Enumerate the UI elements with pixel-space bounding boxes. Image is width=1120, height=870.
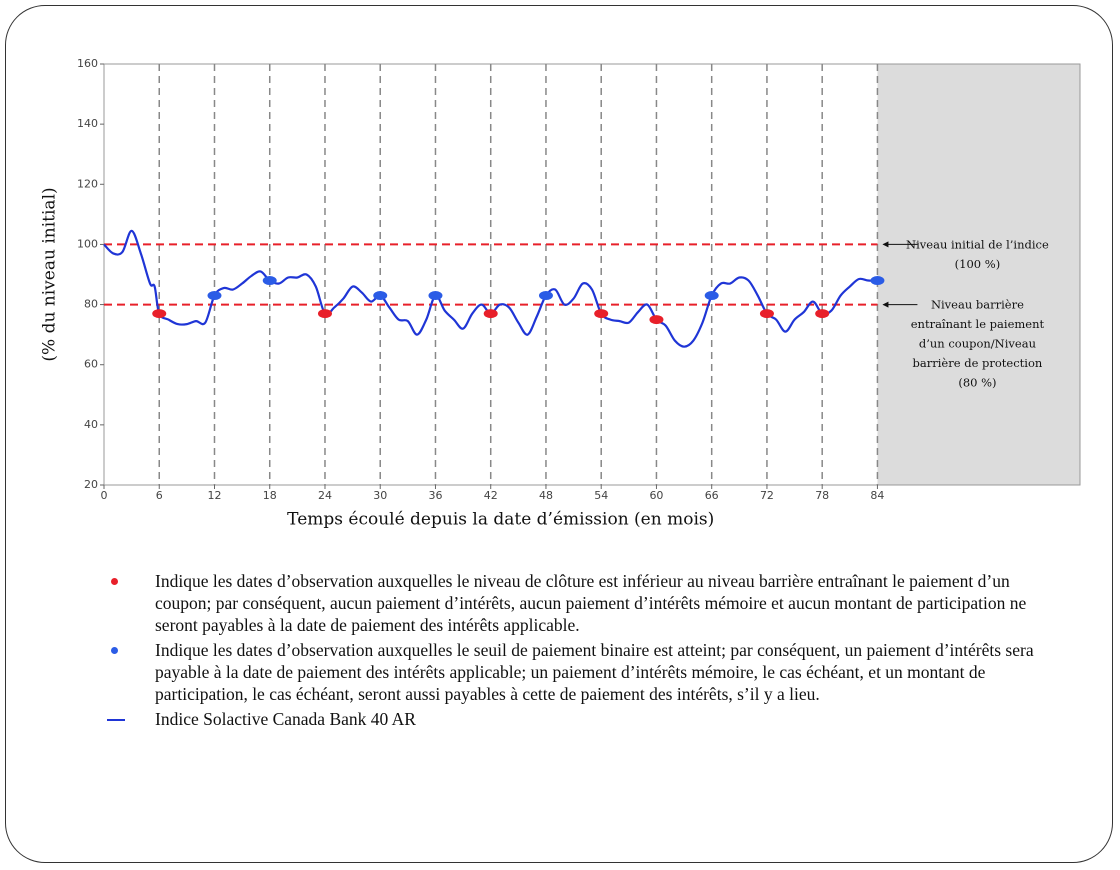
- plot-border: [103, 63, 1081, 486]
- legend-line: [107, 719, 125, 721]
- observation-marker: [152, 309, 167, 319]
- legend-bullet: [111, 578, 118, 585]
- legend-note: Indice Solactive Canada Bank 40 AR: [105, 708, 1065, 730]
- y-tick-label: 140: [77, 117, 98, 130]
- legend-text: Indique les dates d’observation auxquell…: [155, 571, 1027, 635]
- x-tick-label: 30: [373, 489, 387, 502]
- observation-marker: [815, 309, 830, 319]
- annotation: Niveau initial de l’indice: [906, 237, 1049, 251]
- observation-marker: [428, 291, 443, 301]
- observation-marker: [538, 291, 553, 301]
- y-axis-label: (% du niveau initial): [40, 187, 60, 361]
- observation-marker: [704, 291, 719, 301]
- y-tick-label: 100: [77, 237, 98, 250]
- observation-marker: [373, 291, 388, 301]
- observation-marker: [594, 309, 609, 319]
- y-tick-label: 60: [84, 358, 98, 371]
- annotation: Niveau barrière: [931, 298, 1024, 312]
- x-tick-label: 18: [263, 489, 277, 502]
- annotation: (80 %): [958, 376, 996, 390]
- legend-text: Indique les dates d’observation auxquell…: [155, 640, 1034, 704]
- x-tick-label: 84: [870, 489, 884, 502]
- index-line: [103, 229, 878, 348]
- arrow-head: [882, 241, 889, 248]
- legend-bullet: [111, 647, 118, 654]
- y-tick-label: 160: [77, 57, 98, 70]
- legend-text: Indice Solactive Canada Bank 40 AR: [155, 709, 416, 729]
- y-tick-label: 20: [84, 478, 98, 491]
- x-tick-label: 60: [649, 489, 663, 502]
- observation-marker: [262, 276, 277, 286]
- x-tick-label: 12: [207, 489, 221, 502]
- frame: [5, 5, 1113, 863]
- observation-marker: [649, 315, 664, 325]
- legend-notes: Indique les dates d’observation auxquell…: [105, 570, 1065, 733]
- x-tick-label: 6: [156, 489, 163, 502]
- x-tick-label: 72: [760, 489, 774, 502]
- observation-marker: [759, 309, 774, 319]
- x-tick-label: 42: [484, 489, 498, 502]
- x-axis-label: Temps écoulé depuis la date d’émission (…: [287, 510, 714, 530]
- x-tick-label: 0: [101, 489, 108, 502]
- shaded-region: [877, 64, 1080, 485]
- observation-marker: [317, 309, 332, 319]
- x-tick-label: 78: [815, 489, 829, 502]
- annotation: entraînant le paiement: [911, 317, 1045, 331]
- x-tick-label: 66: [705, 489, 719, 502]
- x-tick-label: 54: [594, 489, 608, 502]
- y-tick-label: 80: [84, 298, 98, 311]
- y-tick-label: 120: [77, 177, 98, 190]
- annotation: barrière de protection: [913, 356, 1043, 370]
- legend-note: Indique les dates d’observation auxquell…: [105, 639, 1065, 705]
- observation-marker: [870, 276, 885, 286]
- annotation: (100 %): [955, 257, 1001, 271]
- x-tick-label: 24: [318, 489, 332, 502]
- observation-marker: [207, 291, 222, 301]
- x-tick-label: 36: [428, 489, 442, 502]
- legend-note: Indique les dates d’observation auxquell…: [105, 570, 1065, 636]
- x-tick-label: 48: [539, 489, 553, 502]
- y-tick-label: 40: [84, 418, 98, 431]
- arrow-head: [882, 301, 889, 308]
- observation-marker: [483, 309, 498, 319]
- annotation: d’un coupon/Niveau: [919, 337, 1036, 351]
